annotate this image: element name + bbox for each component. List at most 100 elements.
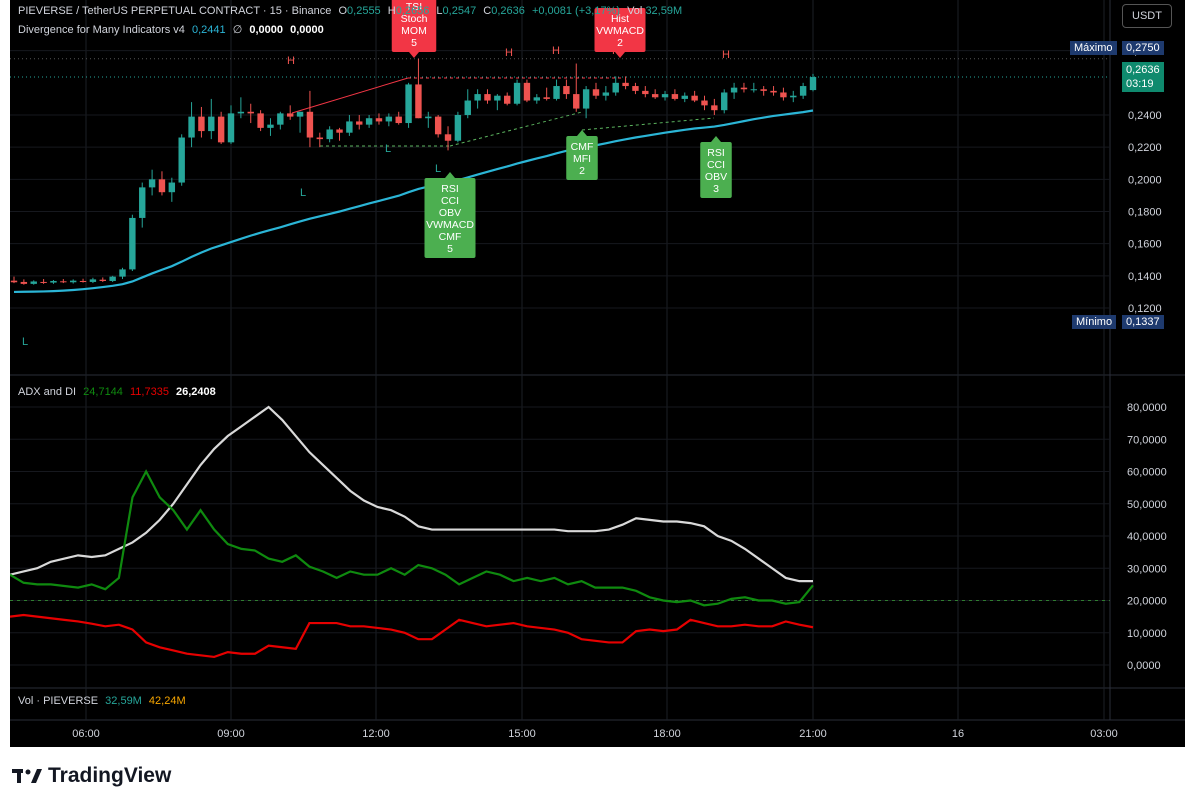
candle-body: [750, 89, 758, 91]
adx-tick-label: 50,0000: [1127, 499, 1167, 511]
candle-body: [602, 92, 610, 96]
high-marker: H: [505, 47, 513, 59]
minus-di-value: 11,7335: [129, 386, 169, 398]
bull-label-2-pointer: [577, 130, 587, 136]
axis-layer: 06:00 09:00 12:00 15:00 18:00 21:00 16 03:00 0,2…: [72, 46, 1167, 740]
candle-body: [730, 87, 738, 93]
adx-tick-label: 20,0000: [1127, 596, 1167, 608]
candle-body: [267, 124, 274, 128]
symbol-legend[interactable]: PIEVERSE / TetherUS PERPETUAL CONTRACT ·…: [18, 5, 686, 17]
candle-body: [296, 111, 304, 117]
candle-body: [178, 137, 185, 183]
candle-body: [336, 129, 343, 133]
ema-line: [13, 109, 814, 294]
candle-body: [799, 86, 807, 96]
candle-body: [494, 95, 501, 101]
high-marker: H: [287, 55, 295, 67]
indicator-legend[interactable]: Divergence for Many Indicators v4 0,2441…: [18, 23, 328, 36]
bull-label-3-box: [700, 142, 732, 198]
bull-label-1-text: RSI: [441, 183, 459, 195]
time-tick-label: 18:00: [653, 728, 681, 740]
time-tick-label: 06:00: [72, 728, 100, 740]
max-label: Máximo: [1074, 42, 1113, 54]
symbol-title[interactable]: PIEVERSE / TetherUS PERPETUAL CONTRACT ·…: [18, 5, 332, 17]
candle-body: [523, 82, 531, 101]
candle-body: [592, 89, 600, 96]
candle-body: [208, 116, 215, 132]
candle-body: [770, 90, 777, 93]
bull-label-1-text: VWMACD: [426, 219, 474, 231]
bull-label-1-text: OBV: [439, 207, 461, 219]
indicator-value-3: 0,0000: [290, 24, 324, 36]
candle-body: [60, 281, 67, 283]
candle-body: [356, 121, 363, 125]
adx-tick-label: 10,0000: [1127, 628, 1167, 640]
candle-body: [760, 89, 767, 91]
divergence-lines: [291, 77, 715, 147]
candle-body: [10, 280, 18, 283]
candle-body: [671, 94, 679, 99]
price-tick-label: 0,1600: [1128, 239, 1162, 251]
adx-legend[interactable]: ADX and DI 24,7144 11,7335 26,2408: [18, 386, 220, 398]
min-value-tag: 0,1337: [1122, 315, 1164, 329]
adx-tick-label: 30,0000: [1127, 563, 1167, 575]
time-tick-label: 21:00: [799, 728, 827, 740]
candle-body: [316, 137, 323, 140]
price-tick-label: 0,1400: [1128, 271, 1162, 283]
adx-tick-label: 60,0000: [1127, 467, 1167, 479]
candle-body: [474, 94, 481, 101]
candle-body: [425, 116, 432, 119]
bull-label-2-text: MFI: [573, 153, 591, 165]
candle-body: [642, 90, 649, 95]
high-label: H: [387, 5, 396, 17]
candle-body: [237, 111, 245, 114]
low-value: 0,2547: [442, 5, 477, 17]
tradingview-brand[interactable]: TradingView: [12, 764, 171, 788]
candle-body: [533, 97, 541, 101]
bull-label-1-text: 5: [447, 243, 453, 255]
price-tick-label: 0,2200: [1128, 142, 1162, 154]
bull-label-2-box: [566, 136, 598, 180]
low-marker: L: [435, 163, 441, 175]
candle-countdown: 03:19: [1126, 78, 1154, 90]
time-tick-label: 09:00: [217, 728, 245, 740]
volume-value-1: 32,59M: [105, 695, 142, 707]
candle-body: [109, 276, 116, 281]
chart-area[interactable]: HHHHHHLLLLTSIStochMOM5HistVWMACD2RSICCIO…: [10, 0, 1185, 747]
adx-tick-label: 80,0000: [1127, 402, 1167, 414]
high-marker: H: [722, 49, 730, 61]
last-price-tag: 0,2636 03:19: [1122, 62, 1164, 92]
bear-label-2-box: [594, 8, 646, 52]
low-marker: L: [385, 143, 391, 155]
indicator-name[interactable]: Divergence for Many Indicators v4: [18, 24, 185, 36]
candle-body: [661, 94, 669, 98]
candle-body: [701, 100, 708, 106]
volume-legend[interactable]: Vol · PIEVERSE 32,59M 42,24M: [18, 695, 190, 707]
candle-body: [444, 134, 452, 141]
candle-body: [50, 280, 57, 283]
max-price-tag: Máximo: [1070, 41, 1117, 55]
chart-canvas[interactable]: HHHHHHLLLLTSIStochMOM5HistVWMACD2RSICCIO…: [10, 0, 1185, 747]
candle-body: [198, 116, 205, 132]
bull-label-1-text: CMF: [439, 231, 462, 243]
indicator-sep: ∅: [232, 24, 243, 36]
high-value: 0,2656: [395, 5, 430, 17]
adx-title[interactable]: ADX and DI: [18, 386, 77, 398]
minus-di-line: [10, 613, 814, 659]
bull-divergence-line-3: [581, 117, 715, 131]
bull-label-3-text: 3: [713, 183, 719, 195]
bear-label-2-text: 2: [617, 37, 623, 49]
price-tick-label: 0,2400: [1128, 110, 1162, 122]
indicator-value-1: 0,2441: [191, 24, 226, 36]
indicator-value-2: 0,0000: [249, 24, 284, 36]
currency-button[interactable]: USDT: [1122, 4, 1172, 28]
candle-body: [346, 121, 353, 133]
open-label: O: [338, 5, 348, 17]
grid: [10, 0, 1185, 721]
candle-body: [573, 94, 580, 109]
volume-title[interactable]: Vol · PIEVERSE: [18, 695, 99, 707]
candle-body: [326, 129, 333, 140]
ema-layer: [13, 109, 814, 294]
candle-body: [484, 94, 491, 101]
bear-label-1-box: [391, 0, 437, 52]
